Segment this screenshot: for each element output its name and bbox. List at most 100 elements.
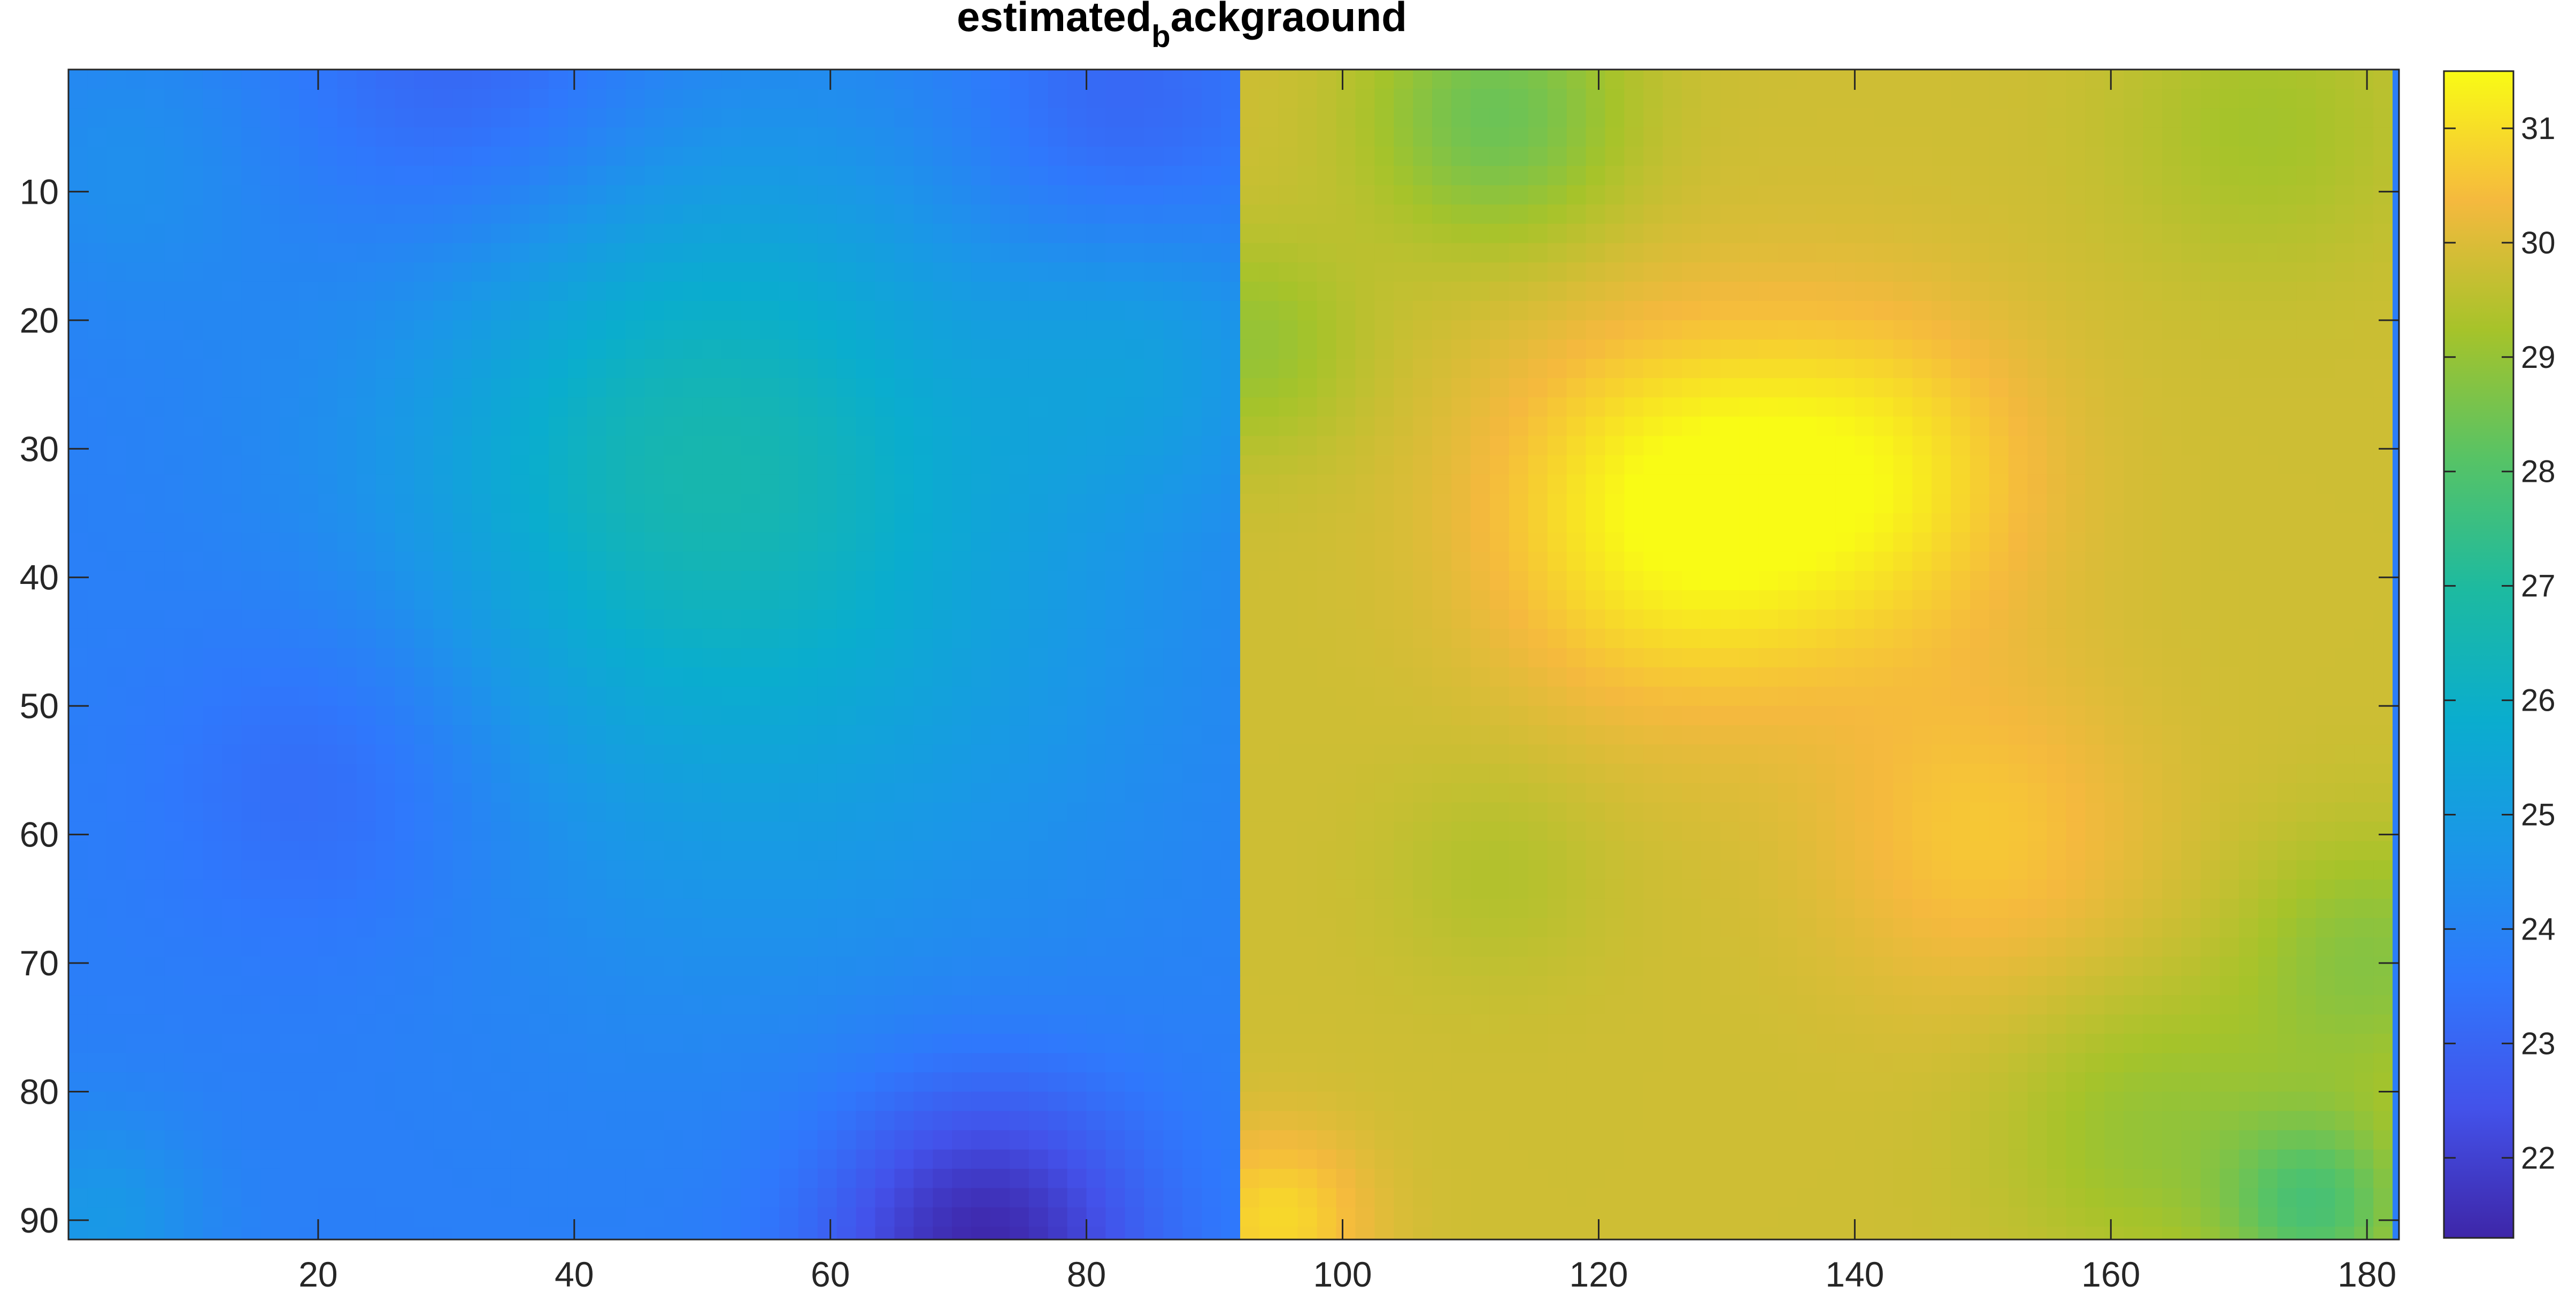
heatmap-cell: [491, 455, 511, 475]
heatmap-cell: [1105, 359, 1126, 379]
heatmap-cell: [779, 89, 799, 109]
heatmap-cell: [356, 224, 376, 244]
heatmap-cell: [1182, 628, 1203, 649]
heatmap-cell: [836, 609, 857, 629]
heatmap-cell: [1355, 147, 1375, 167]
heatmap-cell: [1317, 417, 1337, 437]
heatmap-cell: [491, 436, 511, 456]
heatmap-cell: [875, 551, 895, 572]
heatmap-cell: [1624, 185, 1644, 205]
heatmap-cell: [2008, 436, 2028, 456]
heatmap-cell: [1451, 281, 1471, 302]
heatmap-cell: [2143, 725, 2163, 745]
heatmap-cell: [299, 417, 319, 437]
heatmap-cell: [1105, 147, 1126, 167]
heatmap-cell: [164, 243, 184, 263]
heatmap-cell: [2335, 513, 2355, 533]
heatmap-cell: [1278, 436, 1298, 456]
heatmap-cell: [280, 687, 299, 707]
heatmap-cell: [2219, 397, 2240, 418]
heatmap-cell: [2104, 185, 2125, 205]
heatmap-cell: [1893, 70, 1913, 90]
heatmap-cell: [1182, 417, 1203, 437]
heatmap-cell: [1566, 436, 1587, 456]
heatmap-cell: [2316, 455, 2336, 475]
heatmap-cell: [1451, 744, 1471, 765]
heatmap-cell: [472, 185, 492, 205]
heatmap-cell: [356, 127, 376, 148]
heatmap-cell: [1317, 513, 1337, 533]
heatmap-cell: [222, 455, 242, 475]
heatmap-cell: [875, 89, 895, 109]
heatmap-cell: [260, 609, 281, 629]
heatmap-cell: [2162, 648, 2182, 668]
heatmap-cell: [1010, 783, 1029, 803]
heatmap-cell: [145, 725, 165, 745]
heatmap-cell: [548, 147, 568, 167]
heatmap-cell: [990, 339, 1010, 359]
heatmap-cell: [452, 628, 473, 649]
heatmap-cell: [644, 648, 665, 668]
heatmap-cell: [2047, 841, 2067, 861]
heatmap-cell: [2162, 127, 2182, 148]
heatmap-cell: [1989, 262, 2009, 282]
heatmap-cell: [145, 609, 165, 629]
heatmap-cell: [1566, 166, 1587, 186]
heatmap-cell: [2066, 609, 2086, 629]
heatmap-cell: [1317, 841, 1337, 861]
heatmap-cell: [1432, 166, 1452, 186]
heatmap-cell: [2124, 706, 2144, 726]
heatmap-cell: [990, 185, 1010, 205]
heatmap-cell: [1048, 494, 1068, 514]
heatmap-cell: [1297, 821, 1318, 842]
heatmap-cell: [145, 841, 165, 861]
heatmap-cell: [1682, 706, 1702, 726]
heatmap-cell: [318, 108, 338, 128]
heatmap-cell: [606, 339, 626, 359]
heatmap-cell: [356, 764, 376, 784]
heatmap-cell: [760, 609, 780, 629]
heatmap-cell: [1643, 802, 1664, 822]
heatmap-cell: [395, 802, 415, 822]
heatmap-cell: [260, 783, 281, 803]
heatmap-cell: [1912, 70, 1932, 90]
heatmap-cell: [2143, 494, 2163, 514]
heatmap-cell: [894, 744, 914, 765]
heatmap-cell: [2393, 204, 2399, 225]
heatmap-cell: [1855, 262, 1875, 282]
heatmap-cell: [1182, 301, 1203, 321]
heatmap-cell: [1624, 166, 1644, 186]
heatmap-cell: [87, 281, 107, 302]
heatmap-cell: [337, 667, 357, 688]
heatmap-cell: [1701, 532, 1721, 552]
heatmap-cell: [452, 281, 473, 302]
heatmap-cell: [990, 378, 1010, 398]
heatmap-cell: [933, 783, 953, 803]
heatmap-cell: [2239, 474, 2259, 495]
heatmap-cell: [1720, 436, 1740, 456]
heatmap-cell: [1048, 436, 1068, 456]
heatmap-cell: [1259, 339, 1279, 359]
heatmap-cell: [2143, 301, 2163, 321]
heatmap-cell: [606, 436, 626, 456]
heatmap-cell: [1048, 89, 1068, 109]
heatmap-cell: [2047, 802, 2067, 822]
heatmap-cell: [2316, 725, 2336, 745]
heatmap-cell: [1509, 532, 1529, 552]
heatmap-cell: [2335, 532, 2355, 552]
heatmap-cell: [2104, 166, 2125, 186]
heatmap-cell: [990, 281, 1010, 302]
heatmap-cell: [683, 802, 703, 822]
heatmap-cell: [1932, 841, 1951, 861]
heatmap-cell: [356, 532, 376, 552]
heatmap-cell: [1932, 127, 1951, 148]
heatmap-cell: [683, 551, 703, 572]
heatmap-cell: [145, 185, 165, 205]
heatmap-cell: [1374, 243, 1395, 263]
heatmap-cell: [817, 532, 837, 552]
heatmap-cell: [1778, 821, 1798, 842]
heatmap-cell: [990, 687, 1010, 707]
heatmap-cell: [1720, 281, 1740, 302]
heatmap-cell: [1471, 648, 1490, 668]
heatmap-cell: [798, 224, 818, 244]
